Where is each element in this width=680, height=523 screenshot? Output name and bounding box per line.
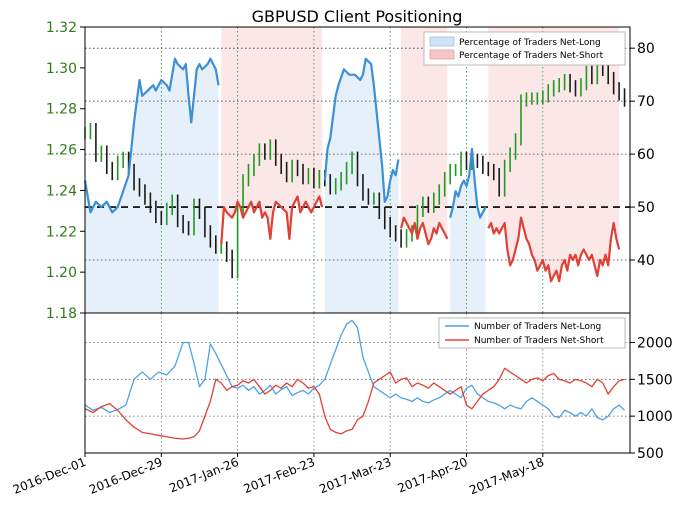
- legend-label-net-long-pct: Percentage of Traders Net-Long: [459, 38, 601, 48]
- right-axis-ticks-bottom: 500 1000 1500 2000: [630, 335, 673, 462]
- count-tick-label-1: 1000: [637, 409, 673, 425]
- left-tick-label-7: 1.32: [46, 20, 77, 36]
- net-short-shading-3: [401, 27, 448, 245]
- count-series-line-1: [84, 367, 625, 440]
- top-panel: GBPUSD Client Positioning 1.181.201.221.…: [46, 7, 655, 322]
- left-tick-label-4: 1.26: [46, 143, 77, 159]
- pct-series-line-1: [220, 195, 324, 245]
- right-tick-label-3: 70: [637, 94, 655, 110]
- x-tick-label-6: 2017-May-18: [467, 455, 546, 498]
- bottom-legend-box: [438, 317, 626, 349]
- left-tick-label-0: 1.18: [46, 306, 77, 322]
- net-long-shading-4: [450, 148, 486, 313]
- right-tick-label-1: 50: [637, 200, 655, 216]
- legend-label-net-short-pct: Percentage of Traders Net-Short: [459, 51, 604, 61]
- top-legend-box: [423, 31, 626, 66]
- pct-series-line-3: [400, 216, 449, 246]
- top-legend: Percentage of Traders Net-Long Percentag…: [423, 31, 626, 66]
- top-lines: [83, 57, 626, 283]
- x-tick-label-3: 2017-Feb-23: [242, 455, 317, 496]
- bottom-panel: 500 1000 1500 2000 Number of Traders Net-Lo…: [84, 312, 673, 462]
- left-tick-label-5: 1.28: [46, 102, 77, 118]
- pct-series-line-4: [449, 147, 487, 219]
- count-series-line-0: [84, 319, 625, 421]
- x-tick-label-1: 2016-Dec-29: [87, 455, 164, 497]
- pct-series-line-0: [83, 57, 220, 214]
- right-axis-ticks-top: 40 50 60 70 80: [630, 41, 655, 269]
- pct-series-line-2: [323, 57, 400, 203]
- legend-label-net-long-count: Number of Traders Net-Long: [474, 322, 601, 332]
- left-tick-label-1: 1.20: [46, 265, 77, 281]
- bottom-plot-frame: [84, 312, 631, 454]
- legend-swatch-net-short-pct: [429, 49, 455, 60]
- legend-label-net-short-count: Number of Traders Net-Short: [474, 336, 604, 346]
- left-tick-label-3: 1.24: [46, 183, 77, 199]
- net-short-shading-1: [221, 27, 323, 245]
- bottom-lines: [84, 319, 625, 440]
- legend-swatch-net-long-pct: [429, 36, 455, 47]
- x-tick-label-5: 2017-Apr-20: [396, 455, 470, 496]
- x-axis-ticks: 2016-Dec-01 2016-Dec-29 2017-Jan-26 2017-Fe…: [11, 453, 546, 497]
- x-tick-label-0: 2016-Dec-01: [11, 455, 88, 497]
- x-tick-label-2: 2017-Jan-26: [167, 455, 241, 496]
- chart-title: GBPUSD Client Positioning: [252, 7, 463, 26]
- x-tick-label-4: 2017-Mar-23: [317, 455, 393, 497]
- count-tick-label-2: 1500: [637, 372, 673, 388]
- right-tick-label-2: 60: [637, 147, 655, 163]
- bottom-legend: Number of Traders Net-Long Number of Tra…: [438, 317, 626, 349]
- net-long-shading-0: [85, 58, 219, 314]
- right-tick-label-0: 40: [637, 253, 655, 269]
- count-tick-label-0: 500: [637, 446, 664, 462]
- left-axis-ticks: 1.18 1.20 1.22 1.24 1.26 1.28 1.30 1.32: [46, 20, 85, 322]
- left-tick-label-6: 1.30: [46, 61, 77, 77]
- left-tick-label-2: 1.22: [46, 224, 77, 240]
- pct-series-line-5: [487, 216, 621, 283]
- right-tick-label-4: 80: [637, 41, 655, 57]
- count-tick-label-3: 2000: [637, 335, 673, 351]
- net-long-shading-2: [324, 58, 399, 314]
